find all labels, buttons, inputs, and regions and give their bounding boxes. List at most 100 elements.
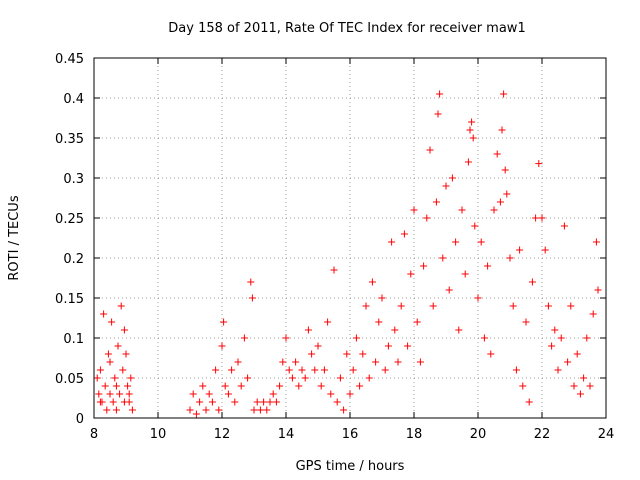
data-point: [551, 326, 559, 334]
data-point: [576, 390, 584, 398]
data-point: [114, 342, 122, 350]
data-point: [580, 374, 588, 382]
data-point: [506, 254, 514, 262]
data-point: [324, 318, 332, 326]
data-point: [119, 366, 127, 374]
data-point: [519, 382, 527, 390]
data-point: [564, 358, 572, 366]
data-point: [501, 166, 509, 174]
data-point: [375, 318, 383, 326]
data-point: [124, 382, 132, 390]
data-point: [541, 246, 549, 254]
data-point: [498, 126, 506, 134]
data-point: [317, 382, 325, 390]
data-point: [340, 406, 348, 414]
data-point: [221, 382, 229, 390]
data-point: [452, 238, 460, 246]
x-tick-label: 22: [534, 427, 551, 442]
data-point: [349, 366, 357, 374]
chart-title: Day 158 of 2011, Rate Of TEC Index for r…: [168, 21, 525, 36]
data-point: [298, 366, 306, 374]
data-point: [570, 382, 578, 390]
data-point: [557, 334, 565, 342]
data-point: [461, 270, 469, 278]
data-point: [301, 374, 309, 382]
data-point: [237, 382, 245, 390]
data-point: [535, 160, 543, 168]
data-point: [525, 398, 533, 406]
data-point: [503, 190, 511, 198]
data-point: [484, 262, 492, 270]
data-point: [189, 390, 197, 398]
data-point: [260, 398, 268, 406]
data-point: [573, 350, 581, 358]
data-point: [365, 374, 373, 382]
axis-ticks: 8 10 12 14 16 18 20 22 24 0 0.05 0.1 0.15 0.2 0.25 0.3 0…: [55, 52, 614, 442]
data-point: [208, 398, 216, 406]
data-point: [474, 294, 482, 302]
data-point: [583, 334, 591, 342]
data-point: [231, 398, 239, 406]
data-point: [116, 390, 124, 398]
data-point: [394, 358, 402, 366]
x-axis-label: GPS time / hours: [296, 459, 405, 474]
data-point: [512, 366, 520, 374]
data-point: [212, 366, 220, 374]
y-tick-label: 0.4: [63, 92, 84, 107]
data-point: [103, 406, 111, 414]
data-point: [397, 302, 405, 310]
x-tick-label: 24: [598, 427, 615, 442]
data-point: [218, 342, 226, 350]
y-tick-label: 0.1: [63, 332, 84, 347]
data-point: [532, 214, 540, 222]
data-point: [288, 374, 296, 382]
data-point: [469, 134, 477, 142]
data-point: [522, 318, 530, 326]
data-point: [224, 390, 232, 398]
data-point: [320, 366, 328, 374]
data-point: [466, 126, 474, 134]
data-point: [304, 326, 312, 334]
data-point: [416, 358, 424, 366]
data-point: [544, 302, 552, 310]
data-point: [253, 398, 261, 406]
data-point: [368, 278, 376, 286]
data-point: [104, 350, 112, 358]
data-point: [101, 382, 109, 390]
grid: [94, 58, 606, 418]
data-point: [269, 390, 277, 398]
data-point: [490, 206, 498, 214]
data-point: [125, 398, 133, 406]
data-point: [343, 350, 351, 358]
data-point: [487, 350, 495, 358]
data-point: [108, 318, 116, 326]
data-point: [228, 366, 236, 374]
y-tick-label: 0.05: [55, 372, 84, 387]
data-point: [464, 158, 472, 166]
data-point: [122, 350, 130, 358]
data-point: [468, 118, 476, 126]
data-point: [434, 110, 442, 118]
y-tick-label: 0: [76, 412, 84, 427]
data-point: [106, 358, 114, 366]
data-point: [272, 398, 280, 406]
data-point: [407, 270, 415, 278]
data-point: [362, 302, 370, 310]
data-point: [458, 206, 466, 214]
data-point: [471, 222, 479, 230]
data-point: [432, 198, 440, 206]
y-tick-label: 0.45: [55, 52, 84, 67]
data-point: [247, 278, 255, 286]
data-point: [202, 406, 210, 414]
data-point: [400, 230, 408, 238]
data-point: [240, 334, 248, 342]
data-point: [352, 334, 360, 342]
data-point: [538, 214, 546, 222]
data-point: [276, 382, 284, 390]
x-tick-label: 18: [406, 427, 423, 442]
y-tick-label: 0.25: [55, 212, 84, 227]
data-point: [266, 398, 274, 406]
data-point: [248, 294, 256, 302]
y-tick-label: 0.2: [63, 252, 84, 267]
y-tick-label: 0.15: [55, 292, 84, 307]
